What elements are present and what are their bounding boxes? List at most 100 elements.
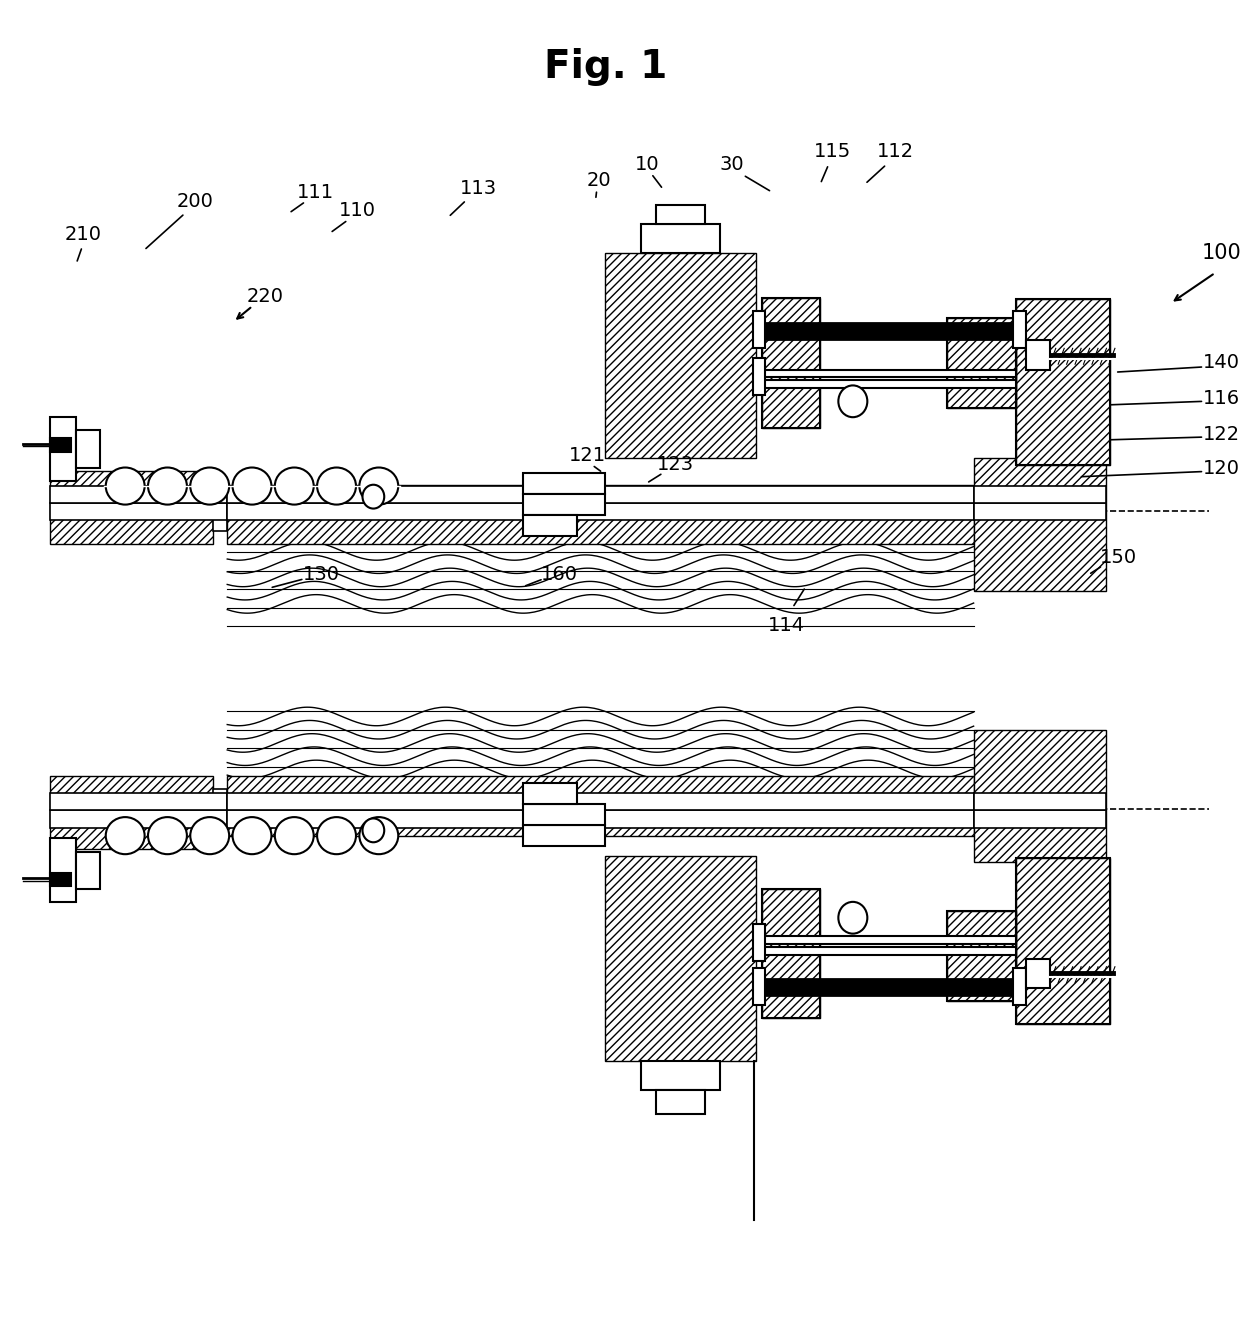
Bar: [973, 730, 1106, 863]
Bar: [1016, 300, 1110, 464]
Bar: [227, 484, 973, 544]
Bar: [213, 790, 227, 836]
Ellipse shape: [105, 817, 145, 855]
Bar: [50, 503, 227, 520]
Text: 150: 150: [1100, 548, 1137, 567]
Bar: [77, 852, 100, 889]
Bar: [50, 839, 77, 902]
Bar: [763, 937, 1016, 945]
Ellipse shape: [190, 817, 229, 855]
Bar: [763, 947, 1016, 955]
Ellipse shape: [105, 467, 145, 504]
Bar: [523, 825, 605, 847]
Text: 30: 30: [719, 155, 744, 174]
Bar: [947, 912, 1016, 1001]
Bar: [523, 783, 578, 804]
Circle shape: [362, 484, 384, 508]
Circle shape: [362, 819, 384, 843]
Bar: [50, 873, 72, 886]
Bar: [1016, 859, 1110, 1023]
Bar: [763, 369, 1016, 377]
Text: 10: 10: [635, 155, 660, 174]
Bar: [641, 224, 720, 253]
Text: 20: 20: [587, 171, 611, 190]
Ellipse shape: [233, 817, 272, 855]
Bar: [50, 417, 77, 480]
Bar: [77, 430, 100, 467]
Bar: [523, 472, 605, 494]
Text: 123: 123: [657, 455, 694, 474]
Bar: [763, 380, 1016, 387]
Bar: [763, 889, 820, 1018]
Bar: [1025, 341, 1050, 369]
Bar: [1013, 312, 1025, 348]
Bar: [1025, 959, 1050, 987]
Bar: [753, 312, 765, 348]
Ellipse shape: [233, 467, 272, 504]
Text: 114: 114: [768, 616, 805, 634]
Text: 112: 112: [877, 142, 914, 161]
Bar: [50, 811, 227, 828]
Bar: [947, 318, 1016, 407]
Bar: [973, 503, 1106, 520]
Ellipse shape: [360, 817, 398, 855]
Text: 115: 115: [813, 142, 851, 161]
Bar: [763, 299, 820, 427]
Bar: [523, 515, 578, 536]
Ellipse shape: [190, 467, 229, 504]
Bar: [227, 776, 973, 836]
Text: 140: 140: [1203, 353, 1240, 373]
Text: 100: 100: [1202, 243, 1240, 263]
Ellipse shape: [275, 467, 314, 504]
Text: 200: 200: [176, 192, 213, 211]
Text: 111: 111: [296, 183, 334, 202]
Text: 121: 121: [569, 446, 605, 464]
Bar: [753, 969, 765, 1005]
Bar: [1016, 859, 1110, 1023]
Text: 220: 220: [247, 287, 283, 307]
Bar: [947, 912, 1016, 1001]
Bar: [227, 503, 973, 520]
Ellipse shape: [148, 817, 187, 855]
Circle shape: [838, 385, 867, 417]
Bar: [973, 794, 1106, 811]
Bar: [973, 486, 1106, 503]
Ellipse shape: [360, 467, 398, 504]
Bar: [227, 794, 973, 811]
Text: 122: 122: [1203, 425, 1240, 445]
Ellipse shape: [317, 817, 356, 855]
Text: 113: 113: [460, 179, 497, 198]
Ellipse shape: [148, 467, 187, 504]
Bar: [213, 484, 227, 531]
Text: 116: 116: [1203, 389, 1240, 409]
Bar: [763, 299, 820, 427]
Bar: [753, 925, 765, 962]
Bar: [1013, 969, 1025, 1005]
Bar: [50, 438, 72, 451]
Bar: [50, 776, 213, 849]
Bar: [656, 1089, 706, 1113]
Ellipse shape: [275, 817, 314, 855]
Text: 120: 120: [1203, 459, 1240, 478]
Bar: [50, 486, 227, 503]
Text: Fig. 1: Fig. 1: [543, 48, 667, 86]
Bar: [641, 1060, 720, 1089]
Bar: [1016, 300, 1110, 464]
Text: 130: 130: [303, 565, 340, 584]
Bar: [973, 458, 1106, 591]
Bar: [763, 324, 1016, 340]
Bar: [605, 253, 756, 458]
Ellipse shape: [317, 467, 356, 504]
Text: 110: 110: [340, 202, 376, 220]
Bar: [973, 811, 1106, 828]
Bar: [947, 318, 1016, 407]
Bar: [523, 804, 605, 825]
Bar: [753, 357, 765, 394]
Text: 210: 210: [64, 226, 102, 244]
Bar: [763, 889, 820, 1018]
Bar: [656, 206, 706, 224]
Circle shape: [838, 902, 867, 934]
Bar: [227, 486, 973, 503]
Bar: [523, 494, 605, 515]
Bar: [50, 794, 227, 811]
